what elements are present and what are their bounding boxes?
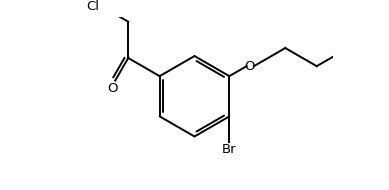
Text: O: O [244, 60, 254, 73]
Text: O: O [108, 82, 118, 95]
Text: Cl: Cl [86, 0, 99, 13]
Text: Br: Br [222, 143, 237, 156]
